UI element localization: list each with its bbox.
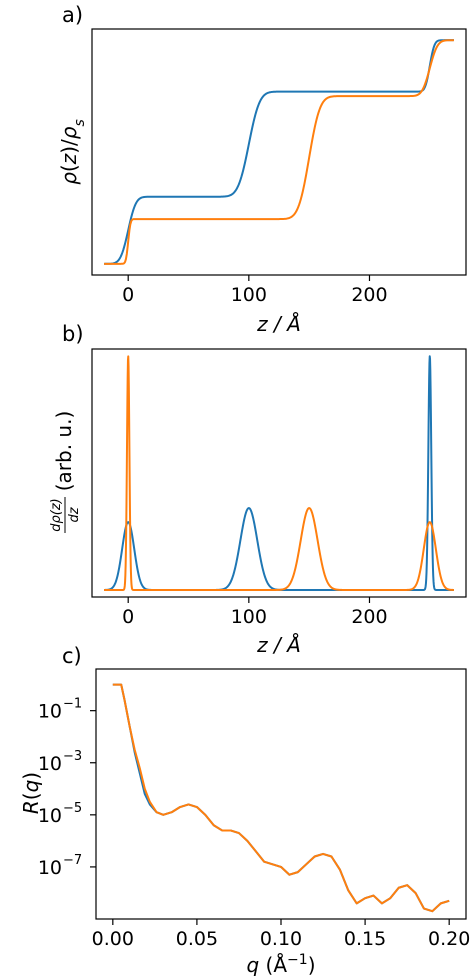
x-tick-label: 100: [231, 606, 267, 628]
y-axis-title-b-denominator: dz: [67, 506, 82, 522]
x-tick-label: 200: [351, 606, 387, 628]
plot-frame-b: [91, 348, 467, 598]
panel-label-c: c): [62, 644, 82, 668]
y-tick-label: 10: [38, 701, 62, 723]
x-axis-title-a: z / Å: [256, 312, 301, 336]
y-tick-exponent: −3: [63, 749, 82, 764]
panel-label-a: a): [62, 3, 83, 27]
y-tick-exponent: −7: [63, 853, 82, 868]
x-tick-label: 0.00: [92, 928, 134, 950]
y-axis-title-b: dρ(z) dz (arb. u.): [49, 411, 82, 533]
derivative-line-orange: [103, 355, 455, 591]
x-tick-label: 0: [122, 606, 134, 628]
y-axis-title-c: R(q): [19, 772, 43, 814]
series-lines-a: [103, 39, 455, 265]
reflectivity-line-orange: [112, 683, 450, 913]
x-ticks-a: 0 100 200: [122, 275, 388, 306]
x-tick-label: 0.15: [344, 928, 386, 950]
y-axis-title-b-units: (arb. u.): [52, 411, 76, 492]
y-axis-title-b-numerator: dρ(z): [49, 498, 64, 531]
y-axis-title-a: ρ(z)/ρs: [57, 119, 88, 185]
x-tick-label: 0.20: [428, 928, 470, 950]
series-lines-b: [103, 355, 455, 591]
x-ticks-b: 0 100 200: [122, 597, 388, 628]
derivative-line-blue: [103, 355, 455, 591]
panel-c: c) 0.00 0.05 0.10 0.15 0.2010−110−310−510−7 …: [19, 644, 470, 976]
x-axis-title-c: q (Å−1): [247, 952, 316, 976]
y-tick-label: 10: [38, 753, 62, 775]
plot-frame-c: [95, 668, 467, 920]
y-tick-exponent: −5: [63, 801, 82, 816]
panel-label-b: b): [62, 322, 84, 346]
reflectivity-line-blue: [112, 683, 450, 913]
y-tick-exponent: −1: [63, 697, 82, 712]
panel-b: b) 0 100 200 z / Å dρ(z) dz (arb. u.): [49, 322, 467, 657]
panel-a: a) 0 100 200 z / Å ρ(z)/ρs: [57, 3, 467, 336]
profile-line-orange: [103, 39, 455, 265]
plot-frame-a: [91, 28, 467, 276]
y-tick-label: 10: [38, 805, 62, 827]
y-tick-label: 10: [38, 857, 62, 879]
x-tick-label: 100: [231, 284, 267, 306]
x-axis-title-b: z / Å: [256, 633, 301, 657]
x-tick-label: 200: [351, 284, 387, 306]
series-lines-c: [112, 683, 450, 913]
profile-line-blue: [103, 39, 455, 265]
x-tick-label: 0.05: [176, 928, 218, 950]
x-tick-label: 0: [122, 284, 134, 306]
x-tick-label: 0.10: [260, 928, 302, 950]
